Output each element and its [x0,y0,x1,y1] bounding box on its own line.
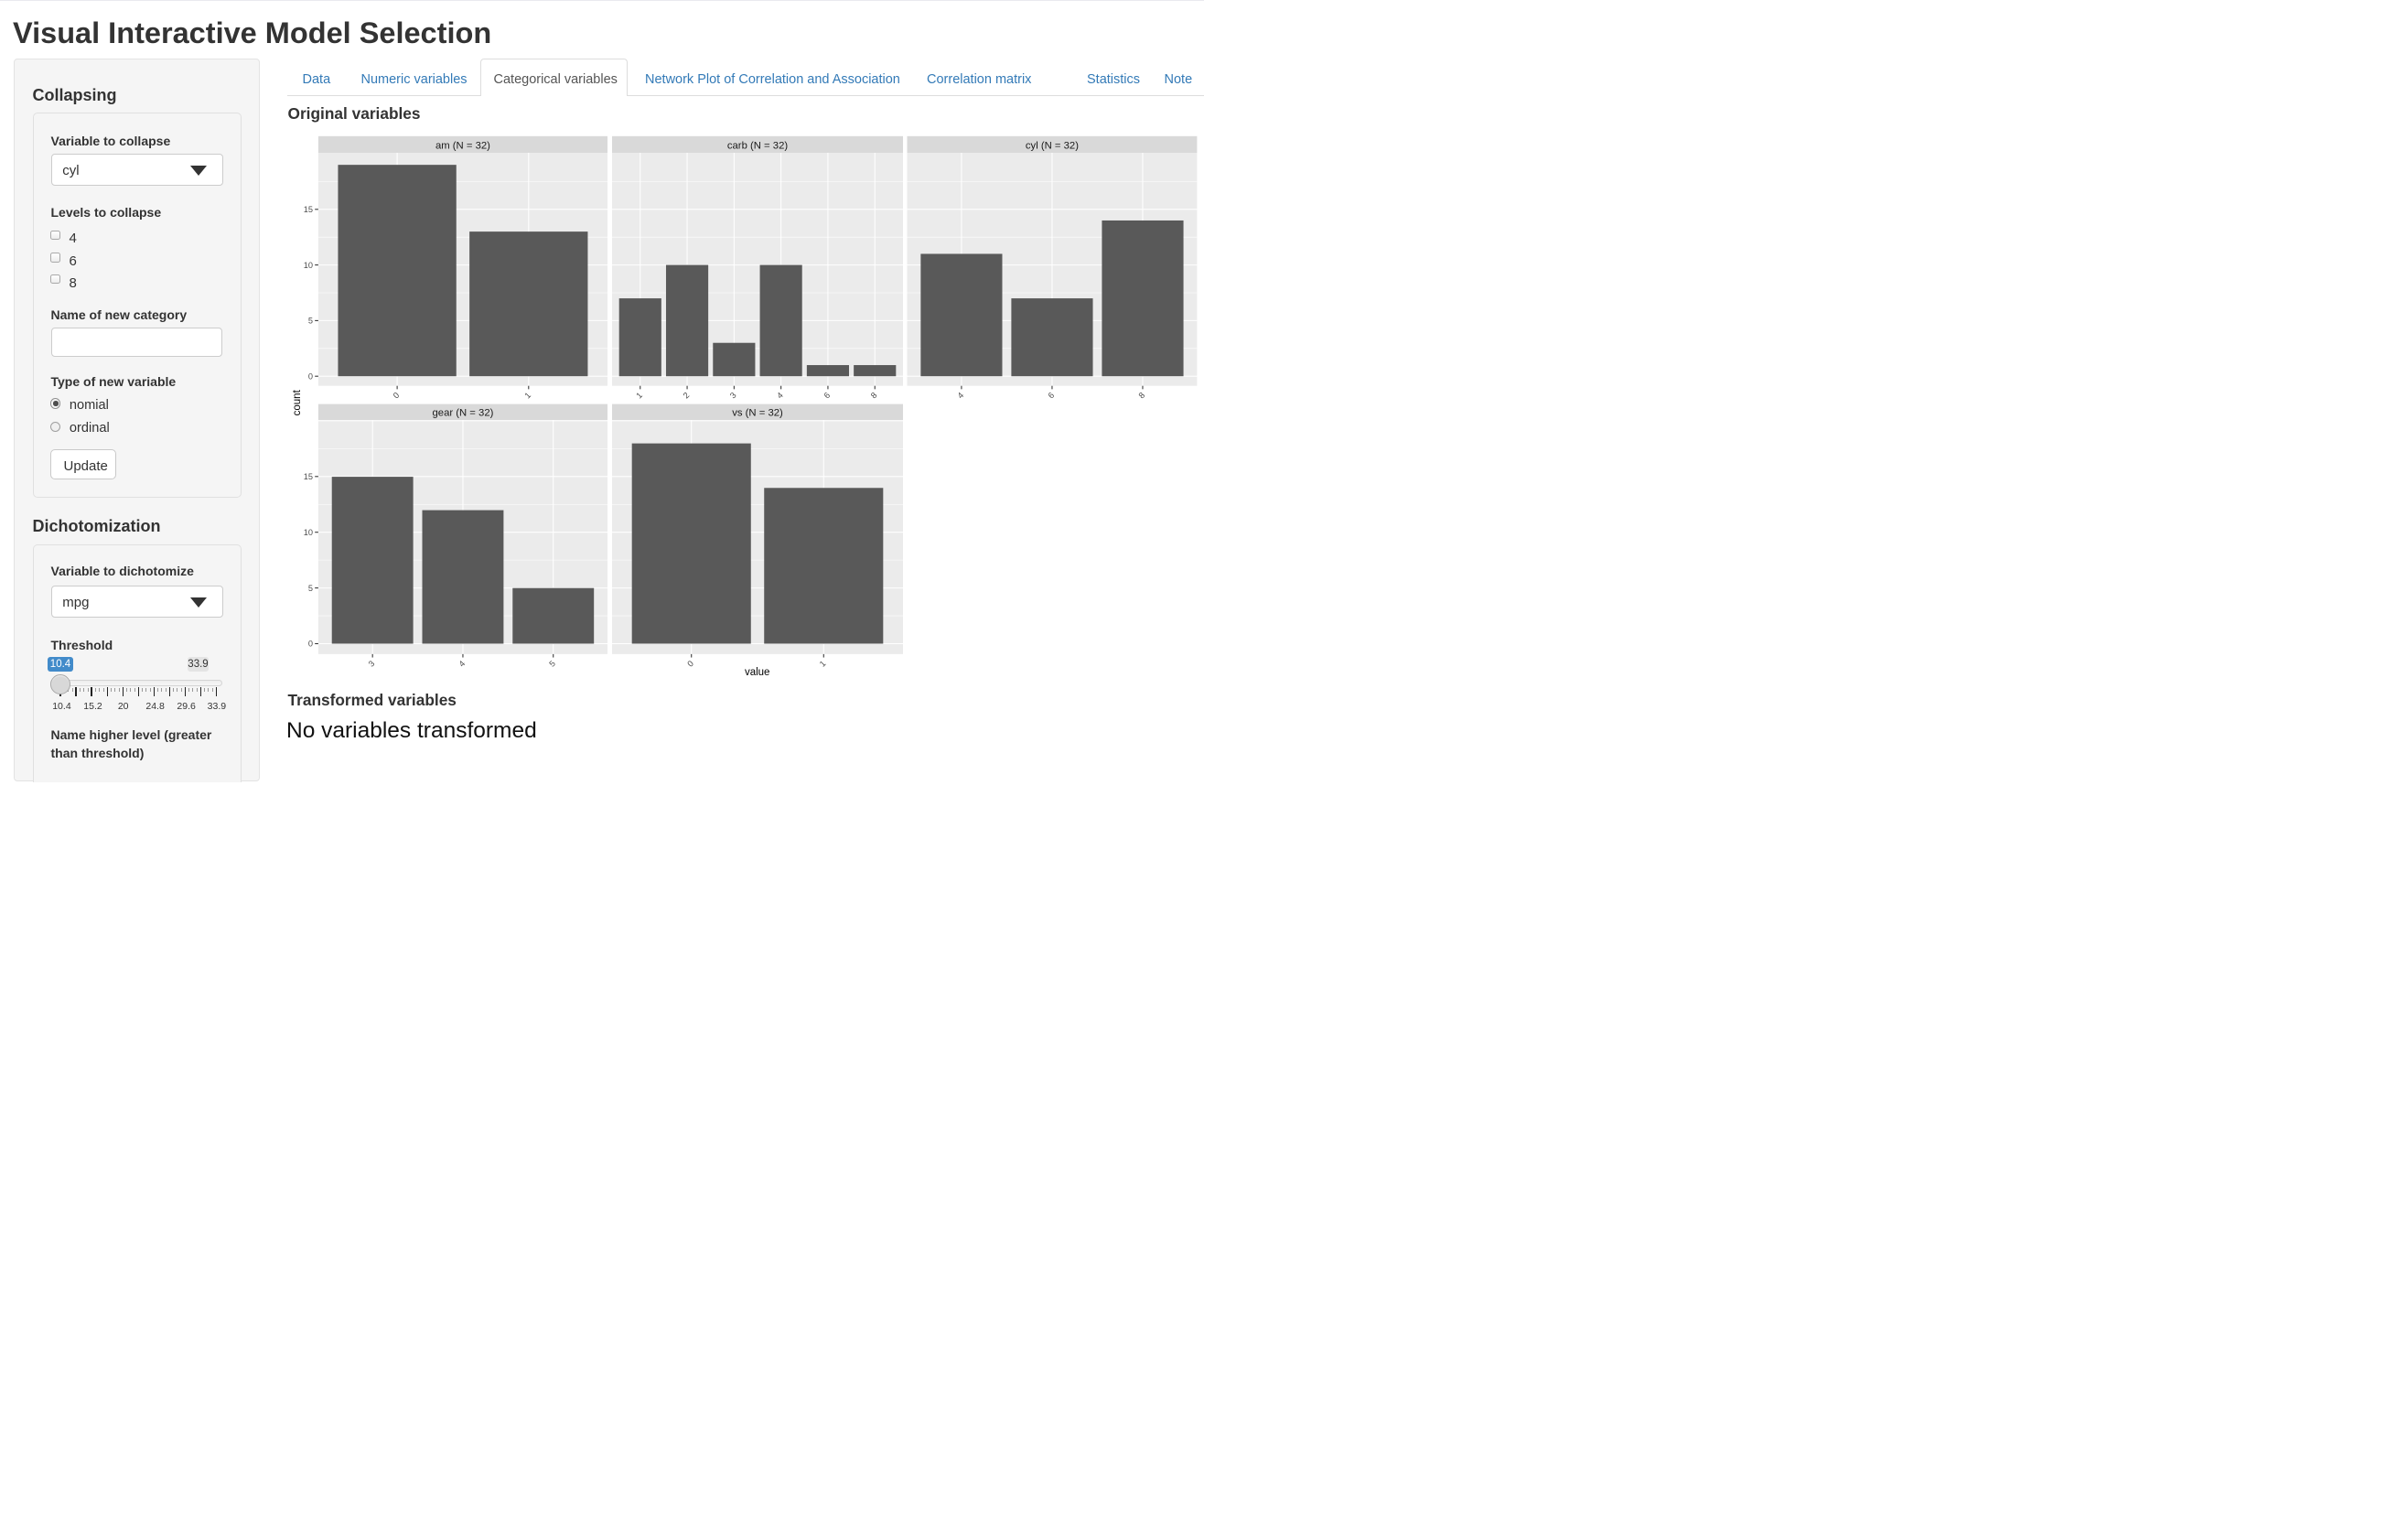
svg-text:0: 0 [308,371,313,381]
svg-text:10: 10 [304,261,313,270]
svg-text:1: 1 [818,659,828,669]
svg-text:cyl (N = 32): cyl (N = 32) [1026,140,1079,151]
svg-text:10: 10 [304,528,313,537]
svg-text:0: 0 [685,659,695,669]
svg-text:15: 15 [304,472,313,481]
svg-text:gear (N = 32): gear (N = 32) [433,408,494,419]
svg-text:6: 6 [1047,391,1057,401]
svg-text:carb (N = 32): carb (N = 32) [727,140,788,151]
svg-text:1: 1 [522,391,532,401]
svg-text:5: 5 [308,584,313,593]
svg-text:5: 5 [308,317,313,326]
svg-text:5: 5 [547,659,557,669]
svg-text:15: 15 [304,205,313,214]
svg-text:4: 4 [956,391,966,401]
svg-text:2: 2 [682,391,692,401]
svg-text:value: value [745,667,770,678]
svg-text:count: count [292,389,303,415]
svg-text:3: 3 [728,391,738,401]
svg-text:6: 6 [822,391,833,401]
svg-text:am (N = 32): am (N = 32) [435,140,490,151]
svg-text:4: 4 [457,659,468,669]
svg-text:4: 4 [775,391,785,401]
svg-text:3: 3 [367,659,377,669]
svg-text:8: 8 [1137,391,1147,401]
svg-text:0: 0 [308,640,313,649]
svg-text:vs (N = 32): vs (N = 32) [732,408,783,419]
svg-text:8: 8 [869,391,879,401]
svg-text:0: 0 [392,391,402,401]
svg-text:1: 1 [634,391,644,401]
